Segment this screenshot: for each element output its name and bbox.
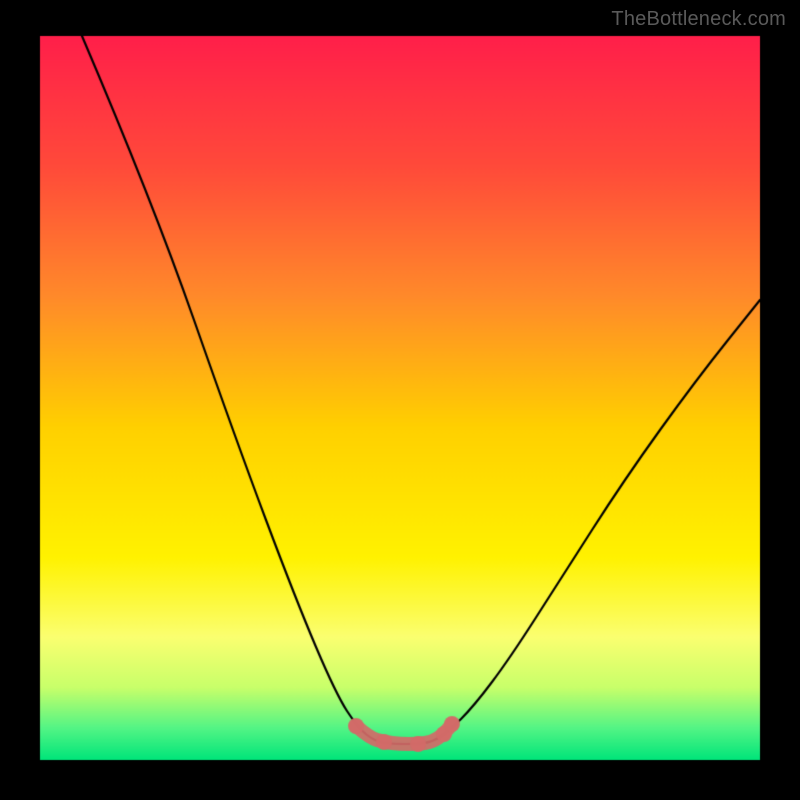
watermark-label: TheBottleneck.com [611, 8, 786, 31]
bottleneck-chart-canvas [0, 0, 800, 800]
